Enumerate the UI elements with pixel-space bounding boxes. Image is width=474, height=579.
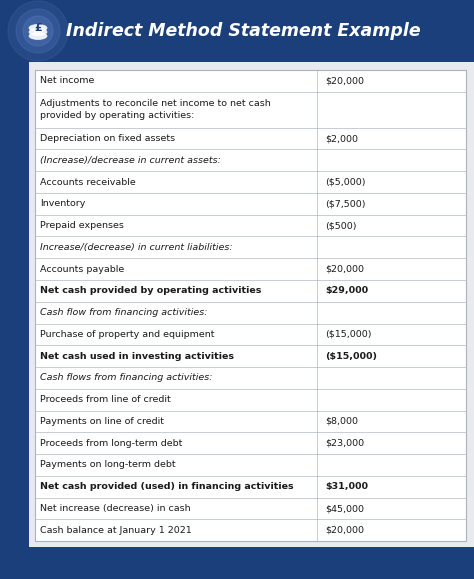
Text: $20,000: $20,000 (326, 76, 365, 85)
Text: Adjustments to reconcile net income to net cash: Adjustments to reconcile net income to n… (40, 99, 271, 108)
Text: Net cash used in investing activities: Net cash used in investing activities (40, 351, 234, 361)
Text: Net cash provided (used) in financing activities: Net cash provided (used) in financing ac… (40, 482, 294, 491)
Text: Accounts payable: Accounts payable (40, 265, 125, 274)
Bar (0, 547, 474, 579)
Text: Depreciation on fixed assets: Depreciation on fixed assets (40, 134, 175, 143)
Text: Inventory: Inventory (40, 199, 86, 208)
Text: $31,000: $31,000 (326, 482, 368, 491)
Text: $20,000: $20,000 (326, 265, 365, 274)
Text: Cash flows from financing activities:: Cash flows from financing activities: (40, 373, 213, 382)
Text: Proceeds from long-term debt: Proceeds from long-term debt (40, 439, 183, 448)
Text: (Increase)/decrease in current assets:: (Increase)/decrease in current assets: (40, 156, 221, 165)
Text: Purchase of property and equipment: Purchase of property and equipment (40, 330, 215, 339)
Text: ($15,000): ($15,000) (326, 330, 372, 339)
Text: Cash balance at January 1 2021: Cash balance at January 1 2021 (40, 526, 192, 535)
Text: Proceeds from line of credit: Proceeds from line of credit (40, 395, 171, 404)
Text: Increase/(decrease) in current liabilities:: Increase/(decrease) in current liabiliti… (40, 243, 233, 252)
Text: $8,000: $8,000 (326, 417, 358, 426)
Circle shape (16, 9, 60, 53)
Text: provided by operating activities:: provided by operating activities: (40, 111, 195, 120)
Text: ($5,000): ($5,000) (326, 178, 366, 186)
Text: Net income: Net income (40, 76, 95, 85)
Text: $20,000: $20,000 (326, 526, 365, 535)
Text: ($7,500): ($7,500) (326, 199, 366, 208)
FancyBboxPatch shape (36, 70, 466, 541)
Ellipse shape (29, 32, 47, 39)
Text: Indirect Method Statement Example: Indirect Method Statement Example (66, 22, 420, 40)
Text: Payments on line of credit: Payments on line of credit (40, 417, 164, 426)
Text: Prepaid expenses: Prepaid expenses (40, 221, 124, 230)
Text: $29,000: $29,000 (326, 287, 369, 295)
Text: Payments on long-term debt: Payments on long-term debt (40, 460, 176, 470)
Text: ($500): ($500) (326, 221, 357, 230)
Ellipse shape (29, 24, 47, 31)
Text: Cash flow from financing activities:: Cash flow from financing activities: (40, 308, 208, 317)
Text: Net increase (decrease) in cash: Net increase (decrease) in cash (40, 504, 191, 513)
Text: $23,000: $23,000 (326, 439, 365, 448)
Text: Accounts receivable: Accounts receivable (40, 178, 136, 186)
Text: Net cash provided by operating activities: Net cash provided by operating activitie… (40, 287, 262, 295)
Text: $2,000: $2,000 (326, 134, 358, 143)
Circle shape (8, 1, 68, 61)
Ellipse shape (29, 28, 47, 35)
Circle shape (23, 16, 53, 46)
Bar (0, 0, 474, 62)
Text: £: £ (34, 23, 42, 33)
Text: $45,000: $45,000 (326, 504, 365, 513)
Bar (0, 62, 29, 547)
Text: ($15,000): ($15,000) (326, 351, 377, 361)
